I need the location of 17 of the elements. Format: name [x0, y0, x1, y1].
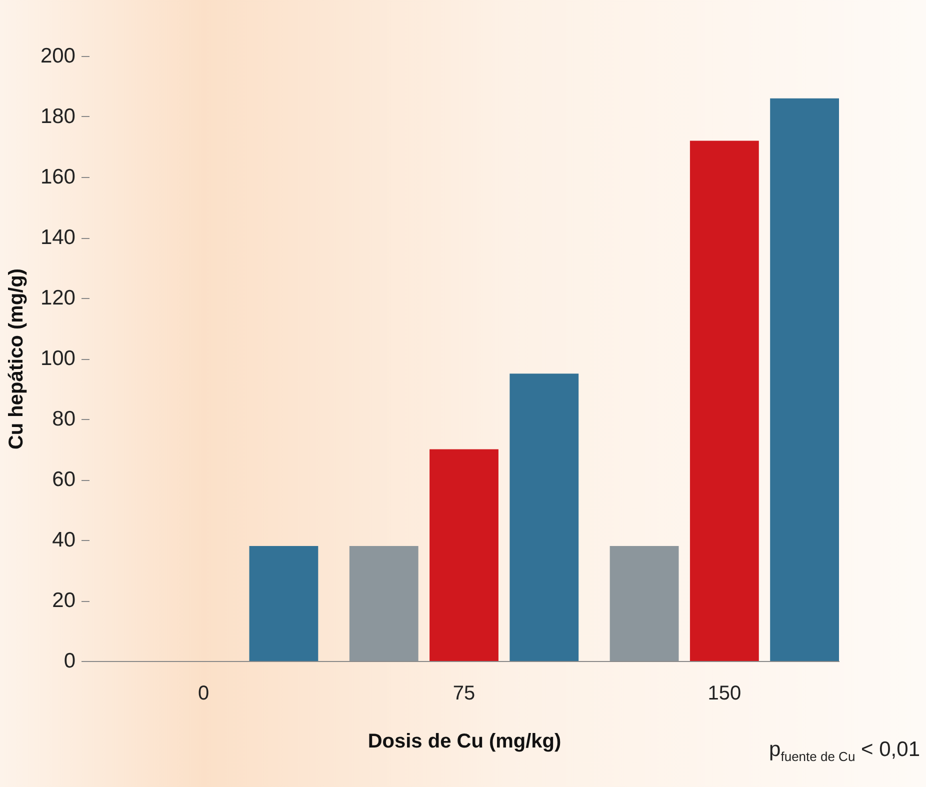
x-tick-label: 0	[198, 682, 210, 704]
y-tick-label: 0	[64, 650, 76, 672]
y-tick-label: 100	[40, 347, 76, 370]
text: p$_{fuente de Cu}$ < 0,01	[769, 738, 920, 764]
y-tick-label: 160	[40, 166, 76, 188]
x-tick-label: 150	[708, 682, 742, 704]
y-tick-label: 20	[52, 589, 76, 612]
y-axis-title: Cu hepático (mg/g)	[5, 268, 28, 450]
y-tick-label: 140	[40, 226, 76, 249]
y-tick-label: 80	[52, 408, 76, 430]
x-tick-label: 75	[452, 682, 476, 704]
y-tick-label: 200	[40, 44, 76, 68]
y-tick-label: 40	[52, 528, 76, 552]
y-tick-label: 60	[52, 468, 76, 491]
y-tick-label: 120	[40, 286, 76, 310]
y-tick-label: 180	[40, 105, 76, 128]
x-axis-title: Dosis de Cu (mg/kg)	[368, 730, 562, 752]
